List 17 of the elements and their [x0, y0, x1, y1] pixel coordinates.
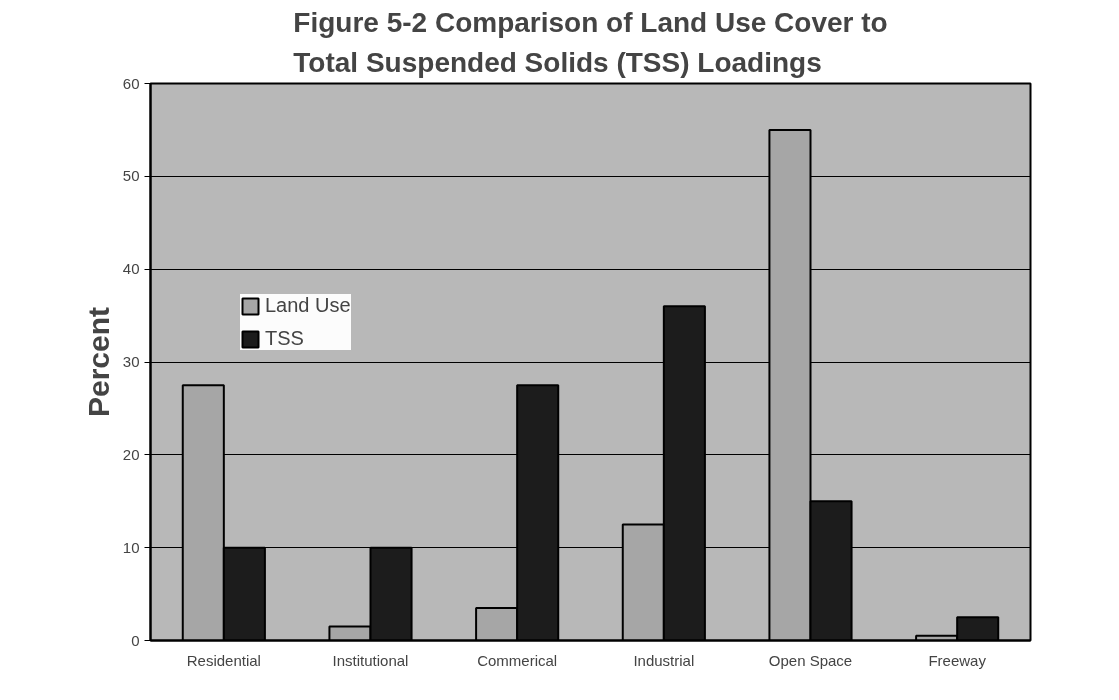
- y-tick-label: 10: [122, 538, 140, 556]
- y-tick-label: 60: [122, 74, 140, 92]
- legend-label: Land Use: [265, 294, 351, 317]
- y-tick-label: 30: [122, 353, 140, 370]
- x-tick-label: Commerical: [477, 651, 558, 669]
- x-tick-label: Institutional: [332, 651, 409, 669]
- chart-title: Figure 5-2 Comparison of Land Use Cover to Total Suspended Solids (TSS) Loadings: [293, 7, 888, 79]
- y-tick-label: 50: [122, 167, 140, 185]
- x-tick-label: Freeway: [928, 651, 987, 669]
- x-tick-label: Open Space: [768, 651, 853, 669]
- y-tick-label: 20: [122, 445, 140, 463]
- x-tick-label: Residential: [186, 651, 261, 669]
- legend-label: TSS: [265, 327, 304, 350]
- y-axis-title: Percent: [81, 306, 115, 418]
- y-tick-label: 0: [131, 631, 140, 649]
- x-tick-label: Industrial: [633, 651, 695, 669]
- y-tick-label: 40: [122, 260, 140, 278]
